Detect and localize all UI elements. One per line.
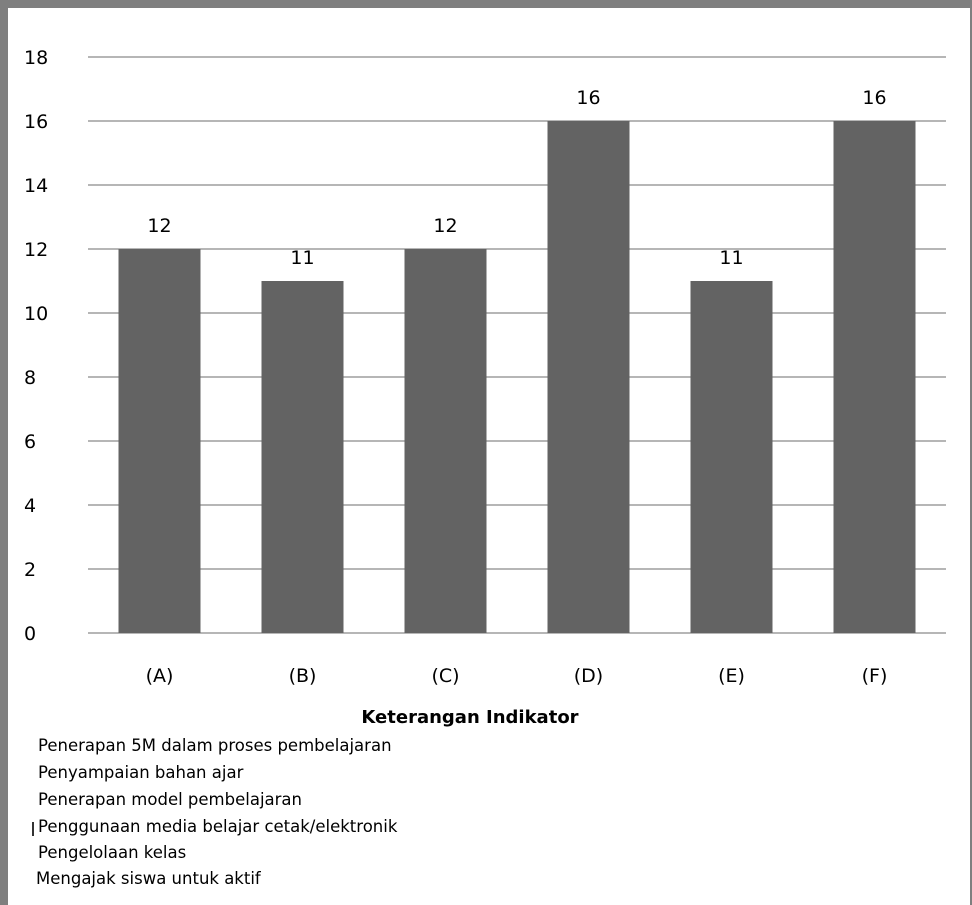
y-tick-label: 10 — [24, 303, 48, 325]
bar — [118, 249, 201, 633]
bars — [118, 121, 916, 633]
x-tick-label: (E) — [718, 665, 745, 687]
x-axis-ticks: (A) (B) (C) (D) (E) (F) — [146, 665, 888, 687]
x-tick-label: (D) — [574, 665, 603, 687]
bar — [404, 249, 487, 633]
data-label: 16 — [576, 87, 600, 109]
data-label: 12 — [433, 215, 457, 237]
y-tick-label: 16 — [24, 111, 48, 133]
x-tick-label: (C) — [431, 665, 459, 687]
y-tick-label: 4 — [24, 495, 36, 517]
legend-item-c: Penerapan model pembelajaran — [38, 790, 302, 809]
data-label: 16 — [862, 87, 886, 109]
y-tick-label: 12 — [24, 239, 48, 261]
legend-marker — [32, 822, 34, 836]
legend-title: Keterangan Indikator — [361, 707, 579, 728]
data-labels: 12 11 12 16 11 16 — [147, 87, 886, 269]
y-tick-label: 14 — [24, 175, 48, 197]
x-tick-label: (A) — [146, 665, 174, 687]
y-tick-label: 8 — [24, 367, 36, 389]
y-tick-label: 18 — [24, 47, 48, 69]
legend-item-b: Penyampaian bahan ajar — [38, 763, 244, 782]
y-tick-label: 6 — [24, 431, 36, 453]
bar — [833, 121, 916, 633]
data-label: 12 — [147, 215, 171, 237]
x-tick-label: (B) — [289, 665, 317, 687]
bar — [690, 281, 773, 633]
y-axis-ticks: 0 2 4 6 8 10 12 14 16 18 — [24, 47, 48, 645]
legend-item-f: Mengajak siswa untuk aktif — [36, 869, 261, 888]
bar — [261, 281, 344, 633]
data-label: 11 — [719, 247, 743, 269]
legend-item-d: Penggunaan media belajar cetak/elektroni… — [38, 817, 398, 836]
bar — [547, 121, 630, 633]
x-tick-label: (F) — [862, 665, 888, 687]
y-tick-label: 0 — [24, 623, 36, 645]
legend-item-e: Pengelolaan kelas — [38, 843, 187, 862]
gridlines — [88, 56, 946, 634]
data-label: 11 — [290, 247, 314, 269]
y-tick-label: 2 — [24, 559, 36, 581]
legend-item-a: Penerapan 5M dalam proses pembelajaran — [38, 736, 392, 755]
